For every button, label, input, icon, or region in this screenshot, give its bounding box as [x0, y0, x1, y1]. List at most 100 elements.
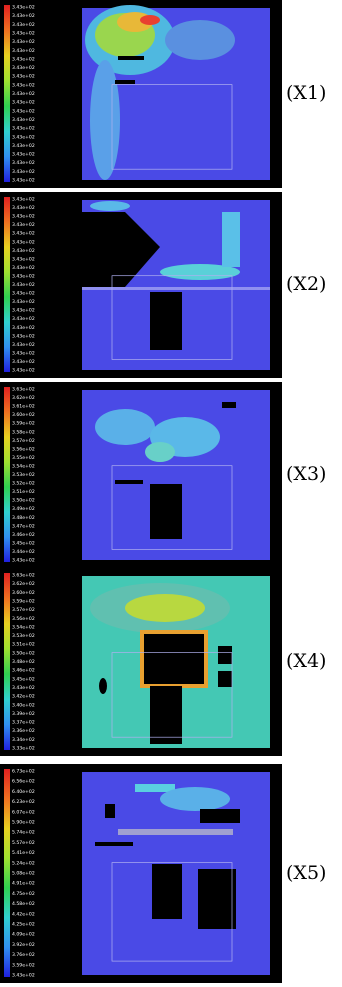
colorbar-label: 3.43e+02	[12, 143, 35, 149]
colorbar-label: 3.43e+02	[12, 239, 35, 245]
colorbar-label: 3.43e+02	[12, 178, 35, 184]
contour-region	[140, 15, 160, 25]
colorbar-label: 3.43e+02	[12, 248, 35, 254]
colorbar-label: 4.91e+02	[12, 881, 35, 887]
contour-region	[95, 409, 155, 445]
colorbar-label: 3.59e+02	[12, 421, 35, 427]
colorbar-label: 3.76e+02	[12, 952, 35, 958]
colorbar-label: 3.43e+02	[12, 325, 35, 331]
panel-label: (X5)	[286, 862, 326, 884]
colorbar-label: 5.74e+02	[12, 830, 35, 836]
colorbar-label: 3.51e+02	[12, 642, 35, 648]
contour-region	[118, 829, 233, 835]
colorbar-label: 3.43e+02	[12, 117, 35, 123]
colorbar-label: 5.57e+02	[12, 840, 35, 846]
colorbar-label: 3.43e+02	[12, 56, 35, 62]
colorbar-label: 3.62e+02	[12, 395, 35, 401]
colorbar-label: 3.43e+02	[12, 108, 35, 114]
contour-region	[222, 402, 236, 408]
colorbar-label: 3.45e+02	[12, 676, 35, 682]
colorbar-label: 3.43e+02	[12, 22, 35, 28]
colorbar-label: 3.57e+02	[12, 607, 35, 613]
colorbar-label: 3.52e+02	[12, 481, 35, 487]
colorbar-label: 4.09e+02	[12, 932, 35, 938]
contour-region	[218, 671, 232, 687]
colorbar-label: 6.23e+02	[12, 799, 35, 805]
contour-region	[218, 646, 232, 664]
contour-region	[95, 842, 133, 846]
colorbar-label: 3.43e+02	[12, 973, 35, 979]
colorbar-label: 3.43e+02	[12, 39, 35, 45]
colorbar-label: 3.43e+02	[12, 299, 35, 305]
colorbar-label: 6.56e+02	[12, 779, 35, 785]
colorbar-label: 3.43e+02	[12, 100, 35, 106]
colorbar-label: 3.43e+02	[12, 91, 35, 97]
contour-region	[145, 442, 175, 462]
colorbar-label: 3.43e+02	[12, 82, 35, 88]
colorbar-label: 4.25e+02	[12, 922, 35, 928]
colorbar-label: 4.42e+02	[12, 911, 35, 917]
colorbar-label: 3.36e+02	[12, 728, 35, 734]
colorbar-label: 3.54e+02	[12, 624, 35, 630]
colorbar-label: 3.60e+02	[12, 590, 35, 596]
panel: 3.43e+02 3.43e+02 3.43e+02 3.43e+02 3.43e+02…	[0, 192, 282, 382]
colorbar-label: 3.43e+02	[12, 205, 35, 211]
contour-region	[150, 292, 182, 350]
contour-region	[150, 686, 182, 744]
contour-region	[144, 634, 204, 684]
colorbar-label: 3.43e+02	[12, 197, 35, 203]
contour-image: 3.43e+02 3.43e+02 3.43e+02 3.43e+02 3.43e+02…	[0, 192, 282, 378]
contour-region	[118, 56, 144, 60]
colorbar	[4, 5, 10, 182]
colorbar-label: 3.62e+02	[12, 581, 35, 587]
colorbar-label: 3.43e+02	[12, 273, 35, 279]
colorbar-label: 3.43e+02	[12, 282, 35, 288]
panel-label: (X3)	[286, 463, 326, 485]
contour-region	[90, 201, 130, 211]
contour-image: 3.43e+02 3.43e+02 3.43e+02 3.43e+02 3.43e+02…	[0, 0, 282, 188]
colorbar-label: 3.92e+02	[12, 942, 35, 948]
colorbar-label: 3.59e+02	[12, 598, 35, 604]
colorbar-label: 3.43e+02	[12, 126, 35, 132]
contour-region	[82, 287, 270, 290]
colorbar-label: 3.43e+02	[12, 222, 35, 228]
colorbar-label: 3.56e+02	[12, 446, 35, 452]
colorbar-label: 3.37e+02	[12, 720, 35, 726]
panel: 3.43e+02 3.43e+02 3.43e+02 3.43e+02 3.43e+02…	[0, 0, 282, 192]
colorbar-label: 3.55e+02	[12, 455, 35, 461]
colorbar-label: 3.43e+02	[12, 13, 35, 19]
colorbar	[4, 769, 10, 977]
colorbar-label: 3.49e+02	[12, 506, 35, 512]
colorbar-label: 3.43e+02	[12, 5, 35, 11]
colorbar-label: 3.46e+02	[12, 668, 35, 674]
colorbar-label: 3.63e+02	[12, 387, 35, 393]
panel-label: (X1)	[286, 82, 326, 104]
colorbar-label: 3.42e+02	[12, 694, 35, 700]
colorbar-label: 3.43e+02	[12, 359, 35, 365]
colorbar-label: 3.48e+02	[12, 659, 35, 665]
colorbar-label: 4.75e+02	[12, 891, 35, 897]
colorbar-label: 3.43e+02	[12, 152, 35, 158]
colorbar-label: 3.43e+02	[12, 30, 35, 36]
contour-region	[135, 784, 175, 792]
colorbar-label: 5.24e+02	[12, 860, 35, 866]
page: 3.43e+02 3.43e+02 3.43e+02 3.43e+02 3.43e+02…	[0, 0, 342, 983]
colorbar-label: 3.43e+02	[12, 308, 35, 314]
colorbar-label: 3.53e+02	[12, 633, 35, 639]
contour-region	[105, 804, 115, 818]
colorbar-label: 3.40e+02	[12, 702, 35, 708]
colorbar-label: 3.45e+02	[12, 540, 35, 546]
contour-image: 3.63e+023.62e+023.61e+023.60e+023.59e+02…	[0, 382, 282, 568]
colorbar	[4, 197, 10, 372]
colorbar-label: 3.50e+02	[12, 498, 35, 504]
colorbar-label: 3.58e+02	[12, 429, 35, 435]
colorbar-label: 4.58e+02	[12, 901, 35, 907]
colorbar-label: 3.61e+02	[12, 404, 35, 410]
contour-region	[198, 869, 236, 929]
colorbar-label: 3.43e+02	[12, 256, 35, 262]
colorbar-label: 6.07e+02	[12, 809, 35, 815]
colorbar-label: 3.39e+02	[12, 711, 35, 717]
colorbar-label: 3.43e+02	[12, 685, 35, 691]
colorbar-label: 3.33e+02	[12, 746, 35, 752]
